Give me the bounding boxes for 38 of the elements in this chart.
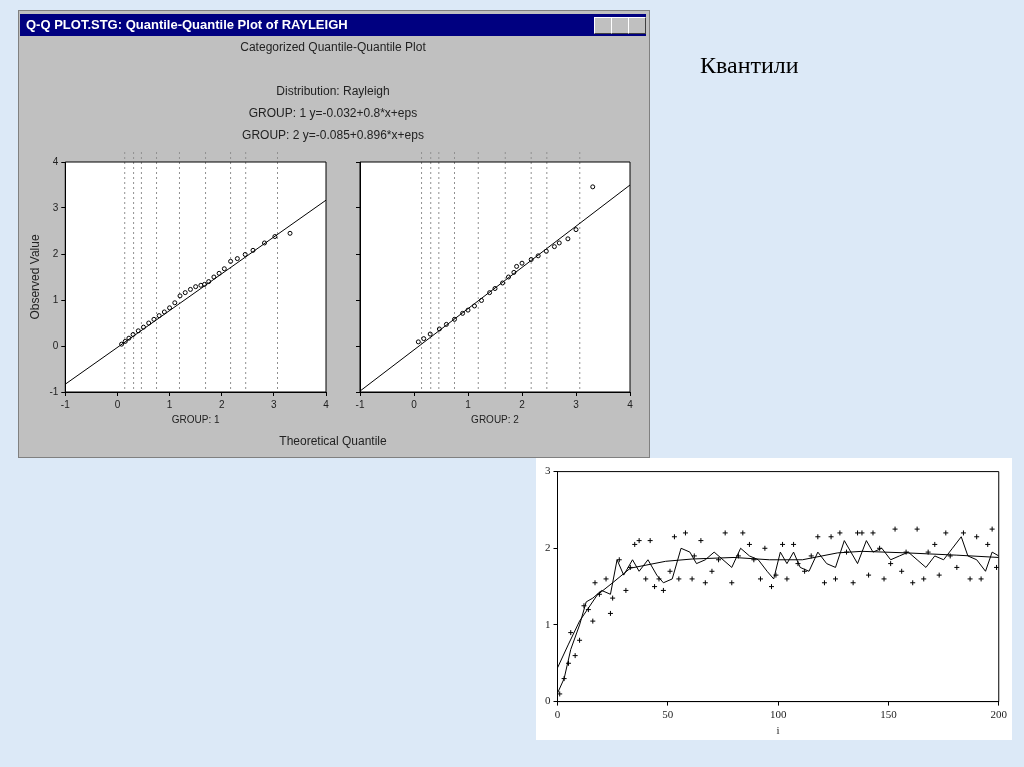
x-tick-label: 100 xyxy=(769,708,787,721)
x-tick-label: 3 xyxy=(271,398,278,410)
y-tick-label: 3 xyxy=(545,464,551,477)
text: Distribution: Rayleigh xyxy=(275,84,391,98)
x-tick-label: -1 xyxy=(60,398,71,410)
x-tick-label: -1 xyxy=(355,398,365,410)
x-tick-label: 4 xyxy=(323,398,330,410)
x-tick-label: 1 xyxy=(465,398,472,410)
y-tick-label: 0 xyxy=(52,339,59,351)
x-axis-title: i xyxy=(776,724,780,737)
y-tick-label: 2 xyxy=(52,247,59,259)
x-tick-label: 200 xyxy=(990,708,1008,721)
x-tick-label: 3 xyxy=(573,398,580,410)
x-axis-title: GROUP: 2 xyxy=(471,413,520,425)
x-tick-label: 1 xyxy=(166,398,173,410)
x-axis-title: GROUP: 1 xyxy=(171,413,220,425)
x-tick-label: 0 xyxy=(411,398,418,410)
y-tick-label: 3 xyxy=(52,201,59,213)
y-tick-label: -1 xyxy=(49,385,59,397)
text: GROUP: 1 y=-0.032+0.8*x+eps xyxy=(247,106,419,120)
x-tick-label: 150 xyxy=(880,708,898,721)
chart-subtitle: Categorized Quantile-Quantile Plot xyxy=(239,40,427,54)
x-tick-label: 4 xyxy=(627,398,634,410)
y-tick-label: 2 xyxy=(545,541,551,554)
text: Theoretical Quantile xyxy=(278,434,388,448)
x-tick-label: 2 xyxy=(519,398,526,410)
y-tick-label: 0 xyxy=(545,694,551,707)
y-axis-title: Observed Value xyxy=(27,234,42,320)
text: Квантили xyxy=(700,52,799,79)
x-tick-label: 2 xyxy=(218,398,225,410)
y-tick-label: 1 xyxy=(545,617,551,630)
x-tick-label: 0 xyxy=(554,708,561,721)
y-tick-label: 1 xyxy=(52,293,59,305)
chart-title: Q-Q PLOT.STG: Quantile-Quantile Plot of RAYLEIGH xyxy=(26,17,348,32)
text: GROUP: 2 y=-0.085+0.896*x+eps xyxy=(241,128,425,142)
y-tick-label: 4 xyxy=(52,155,59,167)
x-tick-label: 0 xyxy=(114,398,121,410)
x-tick-label: 50 xyxy=(662,708,674,721)
